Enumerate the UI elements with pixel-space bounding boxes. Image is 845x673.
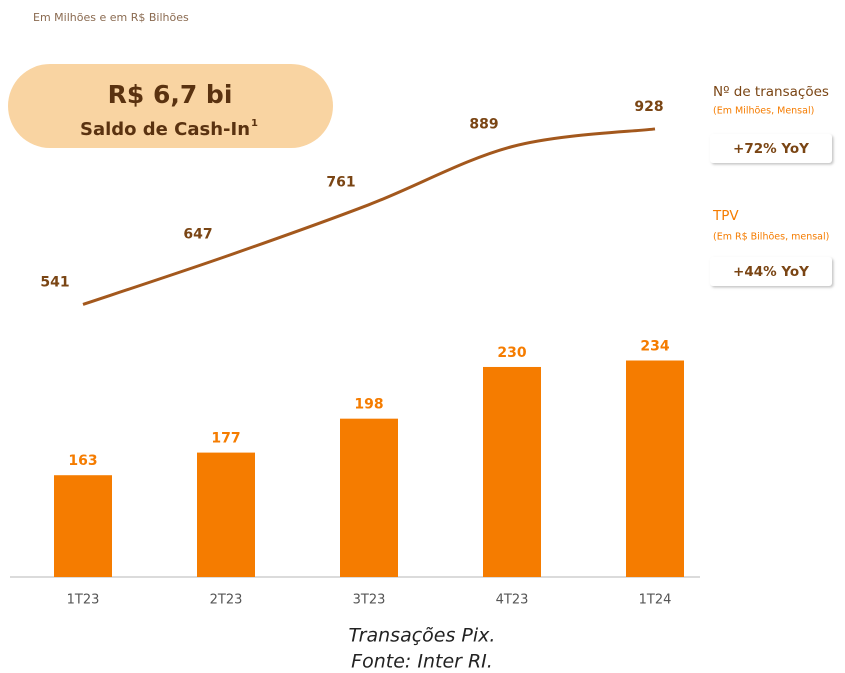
x-tick-label: 1T24 xyxy=(639,593,672,608)
data-label: 889 xyxy=(469,117,498,133)
x-tick-label: 2T23 xyxy=(210,593,243,608)
data-label: 761 xyxy=(326,175,355,191)
data-label: 163 xyxy=(68,453,97,469)
data-label: 234 xyxy=(640,339,669,355)
callout-label: Saldo de Cash-In xyxy=(80,119,250,140)
growth-box xyxy=(710,134,832,163)
bar xyxy=(340,418,398,577)
line xyxy=(82,127,656,306)
caption: Transações Pix. xyxy=(349,625,496,647)
x-tick-label: 1T23 xyxy=(67,593,100,608)
growth-label: +72% YoY xyxy=(733,141,809,157)
callout-value: R$ 6,7 bi xyxy=(108,80,233,109)
x-tick-label: 4T23 xyxy=(496,593,529,608)
data-label: 928 xyxy=(634,99,663,115)
data-label: 230 xyxy=(497,345,526,361)
subtitle: Em Milhões e em R$ Bilhões xyxy=(33,11,189,24)
x-tick-label: 3T23 xyxy=(353,593,386,608)
data-label: 198 xyxy=(354,397,383,413)
data-label: 177 xyxy=(211,431,240,447)
footnote-marker: 1 xyxy=(251,118,258,129)
callout-box xyxy=(8,64,333,148)
data-label: 541 xyxy=(40,274,69,290)
growth-label: +44% YoY xyxy=(733,264,809,280)
caption: Fonte: Inter RI. xyxy=(351,651,493,673)
legend-label: Nº de transações xyxy=(713,84,829,100)
growth-box xyxy=(710,257,832,286)
bar xyxy=(197,452,255,577)
legend-unit: (Em R$ Bilhões, mensal) xyxy=(713,232,829,243)
bar xyxy=(626,360,684,577)
data-label: 647 xyxy=(183,226,212,242)
legend-label: TPV xyxy=(712,208,739,224)
bar xyxy=(54,475,112,577)
legend-unit: (Em Milhões, Mensal) xyxy=(713,106,814,117)
bar xyxy=(483,366,541,577)
